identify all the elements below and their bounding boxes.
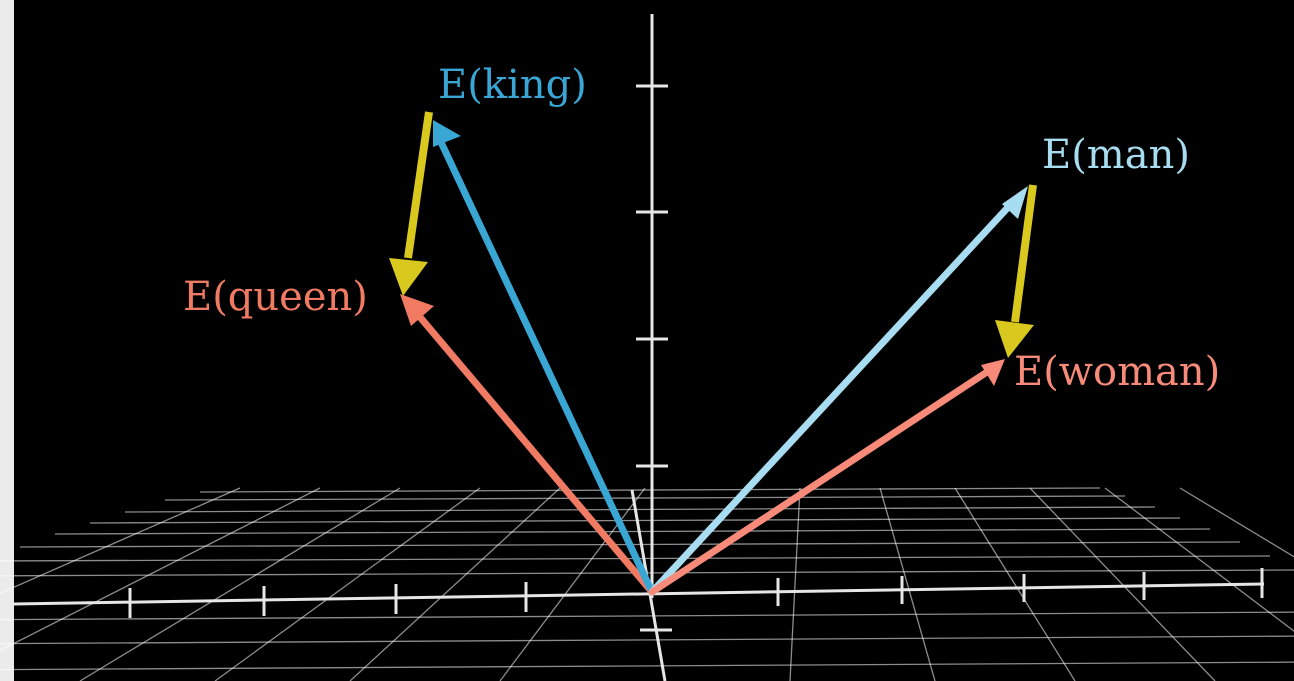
floor-grid: [0, 487, 1294, 681]
woman-vector-arrow: [648, 359, 1005, 596]
king-to-queen-difference-arrow: [389, 111, 433, 296]
king-vector-label: E(king): [438, 62, 587, 108]
man-vector-label: E(man): [1042, 132, 1190, 178]
left-border-strip: [0, 0, 14, 681]
coordinate-axes: [13, 14, 1265, 681]
queen-vector-label: E(queen): [183, 274, 368, 320]
man-vector-arrow: [648, 186, 1028, 596]
king-vector-arrow: [433, 120, 656, 596]
horizontal-axis: [13, 582, 1265, 606]
man-to-woman-difference-arrow: [995, 184, 1037, 358]
woman-vector-label: E(woman): [1014, 349, 1220, 395]
queen-vector-arrow: [400, 294, 656, 596]
